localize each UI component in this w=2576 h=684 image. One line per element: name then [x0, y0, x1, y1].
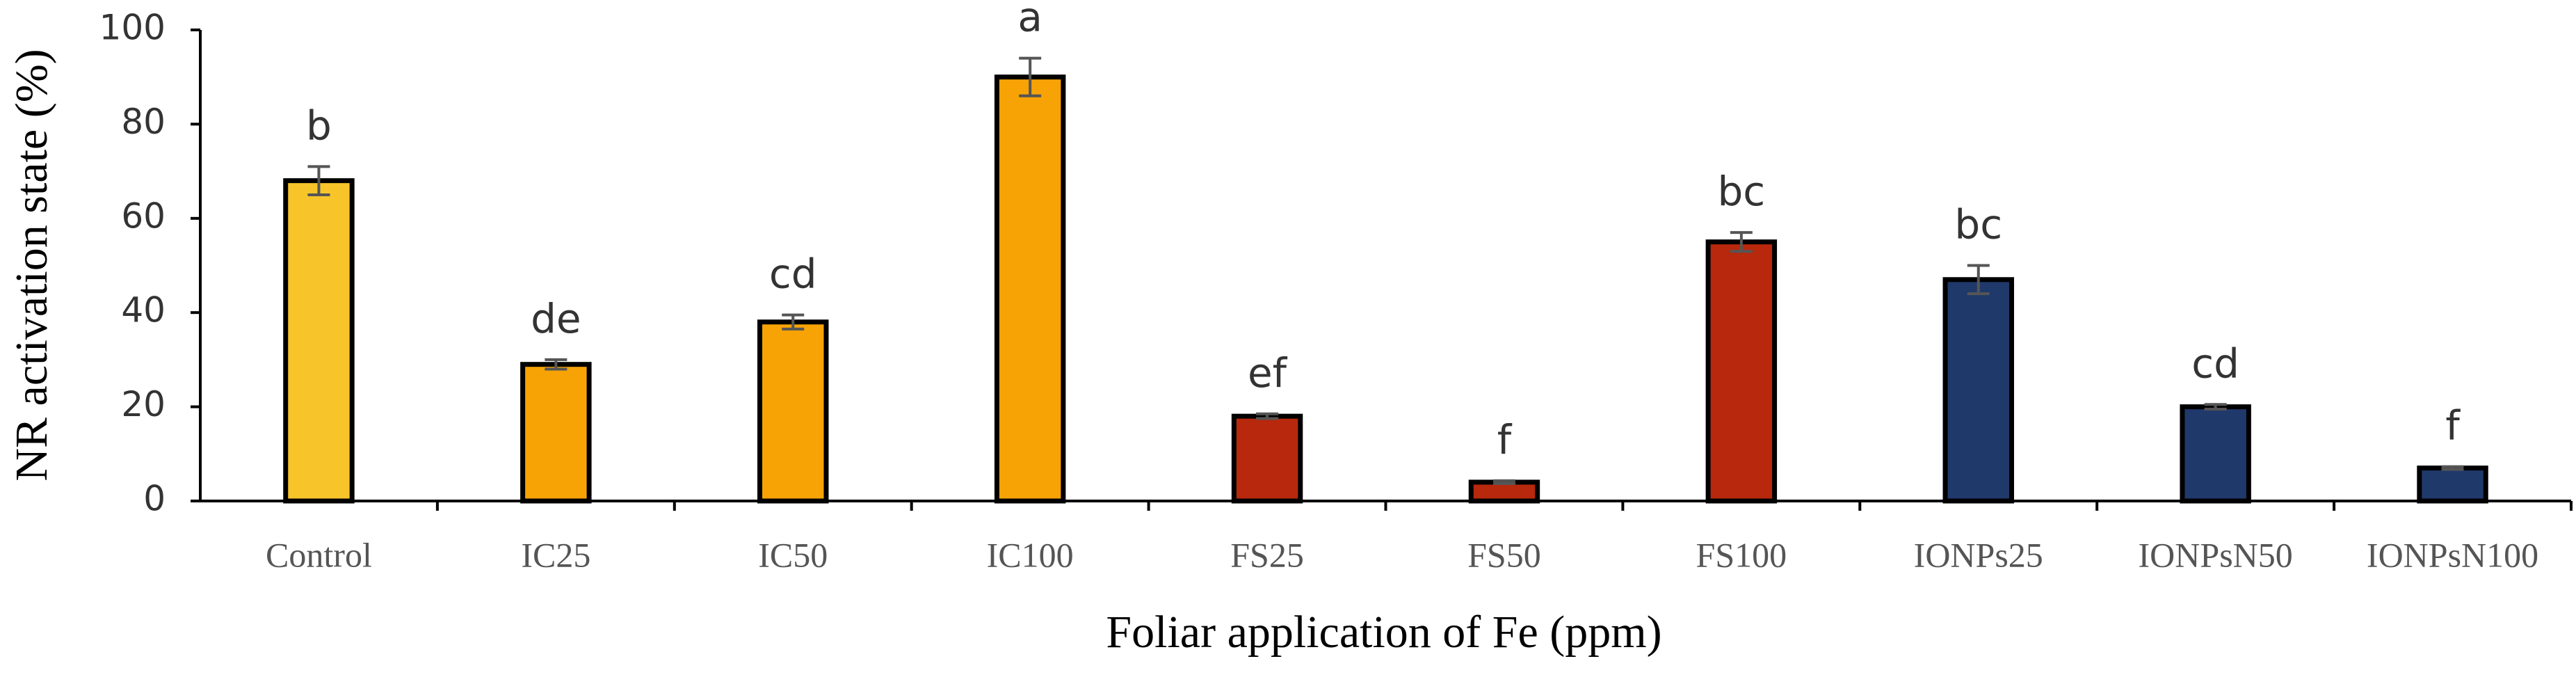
significance-letter: cd [769, 250, 817, 298]
x-tick-label: IONPs25 [1914, 535, 2043, 574]
y-tick-label: 20 [121, 384, 166, 424]
bar [1942, 277, 2014, 504]
significance-letter: b [306, 102, 332, 149]
significance-letter: bc [1954, 201, 2002, 248]
y-tick-label: 0 [143, 479, 166, 519]
x-tick-label: FS25 [1230, 535, 1304, 574]
bar [994, 74, 1066, 504]
x-tick-label: IC50 [758, 535, 828, 574]
significance-letter: a [1017, 0, 1043, 41]
x-tick-label: IONPsN100 [2367, 535, 2538, 574]
bar [2180, 404, 2251, 504]
bar [283, 178, 355, 504]
bar [1468, 479, 1540, 504]
bar [1231, 413, 1303, 504]
error-bar [1967, 264, 1990, 296]
error-bar [545, 358, 567, 371]
x-tick-label: FS100 [1696, 535, 1787, 574]
bar [520, 362, 592, 504]
error-bar [307, 165, 330, 196]
x-tick-label: Control [266, 535, 372, 574]
x-axis-title: Foliar application of Fe (ppm) [1106, 607, 1661, 658]
error-bar [2441, 465, 2464, 471]
bar [757, 319, 829, 504]
y-tick-label: 60 [121, 196, 166, 236]
x-tick-label: IONPsN50 [2139, 535, 2293, 574]
significance-letter: bc [1717, 168, 1765, 215]
y-axis-title: NR activation state (%) [6, 49, 57, 481]
x-tick-label: FS50 [1467, 535, 1541, 574]
x-tick-label: IC100 [987, 535, 1074, 574]
bar [2417, 466, 2488, 504]
error-bar [1019, 56, 1042, 97]
significance-letter: cd [2191, 340, 2239, 387]
y-tick-label: 80 [121, 102, 166, 142]
significance-letter: de [531, 295, 581, 342]
error-bar [2204, 403, 2227, 411]
error-bar [1492, 479, 1515, 485]
error-bar [782, 313, 805, 331]
error-bar [1256, 412, 1279, 420]
error-bar [1730, 231, 1753, 253]
y-tick-label: 100 [99, 8, 166, 48]
y-tick-label: 40 [121, 290, 166, 331]
bar [1705, 239, 1778, 504]
significance-letter: f [1497, 416, 1513, 463]
significance-letter: f [2445, 402, 2461, 450]
significance-letter: ef [1248, 349, 1288, 397]
x-tick-label: IC25 [521, 535, 590, 574]
